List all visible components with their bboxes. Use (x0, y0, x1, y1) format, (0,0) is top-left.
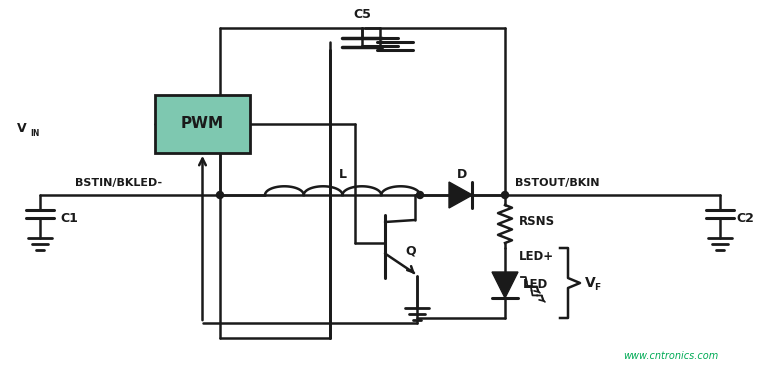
Polygon shape (449, 182, 473, 208)
Text: IN: IN (30, 128, 40, 138)
Text: BSTOUT/BKIN: BSTOUT/BKIN (515, 178, 600, 188)
Polygon shape (492, 272, 518, 298)
Text: V: V (585, 276, 596, 290)
Text: D: D (457, 169, 467, 182)
Text: PWM: PWM (181, 117, 224, 131)
Text: V: V (18, 121, 27, 134)
Text: F: F (594, 283, 600, 293)
Text: C5: C5 (353, 7, 371, 21)
Text: C1: C1 (60, 213, 78, 225)
Text: LED+: LED+ (519, 249, 554, 262)
Text: RSNS: RSNS (519, 215, 555, 228)
Text: www.cntronics.com: www.cntronics.com (622, 351, 718, 361)
Text: BSTIN/BKLED-: BSTIN/BKLED- (75, 178, 162, 188)
Circle shape (216, 192, 224, 199)
Circle shape (416, 192, 424, 199)
Text: LED: LED (523, 279, 548, 292)
Text: L: L (339, 169, 346, 182)
Text: Q: Q (405, 245, 416, 258)
FancyBboxPatch shape (155, 95, 250, 153)
Text: C2: C2 (736, 213, 754, 225)
Circle shape (501, 192, 508, 199)
